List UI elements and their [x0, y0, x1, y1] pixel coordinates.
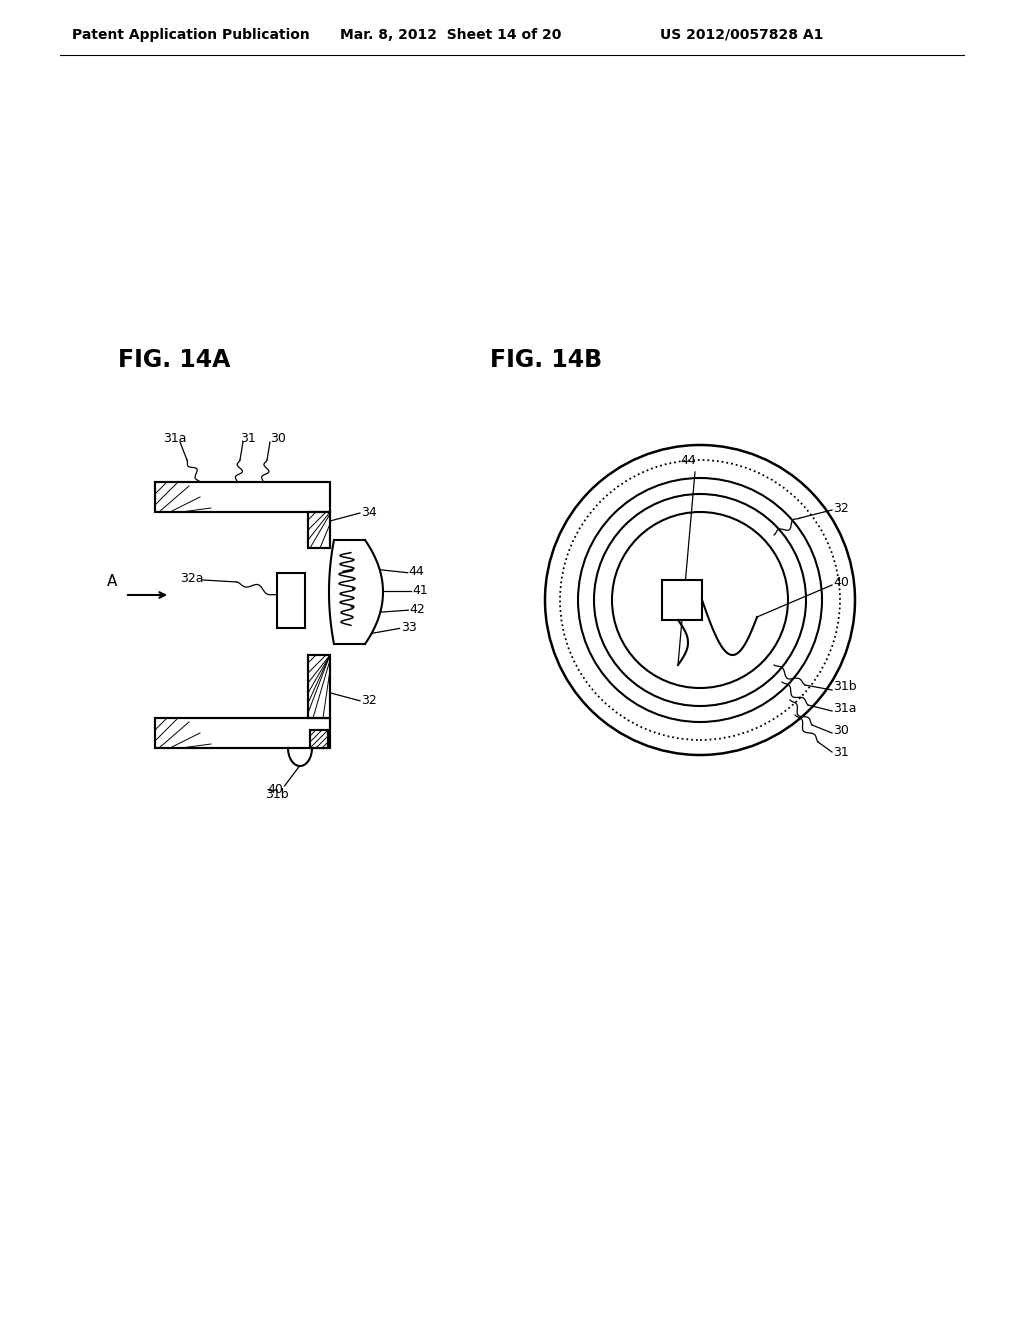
Circle shape: [612, 512, 788, 688]
Text: FIG. 14B: FIG. 14B: [490, 348, 602, 372]
Circle shape: [545, 445, 855, 755]
Bar: [308, 512, 330, 548]
Bar: [308, 512, 330, 548]
Text: 41: 41: [412, 585, 428, 598]
Bar: [308, 655, 330, 718]
Text: 31a: 31a: [163, 432, 186, 445]
Circle shape: [594, 494, 806, 706]
Circle shape: [578, 478, 822, 722]
Text: 30: 30: [833, 723, 849, 737]
Bar: [308, 655, 330, 718]
Text: 40: 40: [267, 784, 284, 796]
Text: Mar. 8, 2012  Sheet 14 of 20: Mar. 8, 2012 Sheet 14 of 20: [340, 28, 561, 42]
Text: 42: 42: [410, 603, 425, 615]
Text: 31b: 31b: [833, 681, 857, 693]
Bar: [155, 718, 330, 748]
Text: 31: 31: [240, 432, 256, 445]
Text: 31b: 31b: [265, 788, 289, 801]
Text: A: A: [106, 574, 118, 590]
Bar: [662, 579, 702, 620]
Text: 32a: 32a: [180, 573, 204, 586]
Text: 33: 33: [400, 620, 417, 634]
Text: FIG. 14A: FIG. 14A: [118, 348, 230, 372]
Text: 44: 44: [409, 565, 424, 578]
Bar: [278, 573, 305, 628]
Text: 44: 44: [680, 454, 695, 466]
Bar: [310, 730, 328, 748]
Bar: [155, 718, 330, 748]
Text: 40: 40: [833, 577, 849, 590]
Bar: [310, 730, 328, 748]
Text: 34: 34: [361, 506, 377, 519]
Text: 31: 31: [833, 746, 849, 759]
Text: Patent Application Publication: Patent Application Publication: [72, 28, 309, 42]
Text: 32: 32: [361, 694, 377, 708]
Text: US 2012/0057828 A1: US 2012/0057828 A1: [660, 28, 823, 42]
Text: 31a: 31a: [833, 701, 856, 714]
Text: 30: 30: [270, 432, 286, 445]
Text: 32: 32: [833, 502, 849, 515]
Bar: [155, 482, 330, 512]
Bar: [155, 482, 330, 512]
